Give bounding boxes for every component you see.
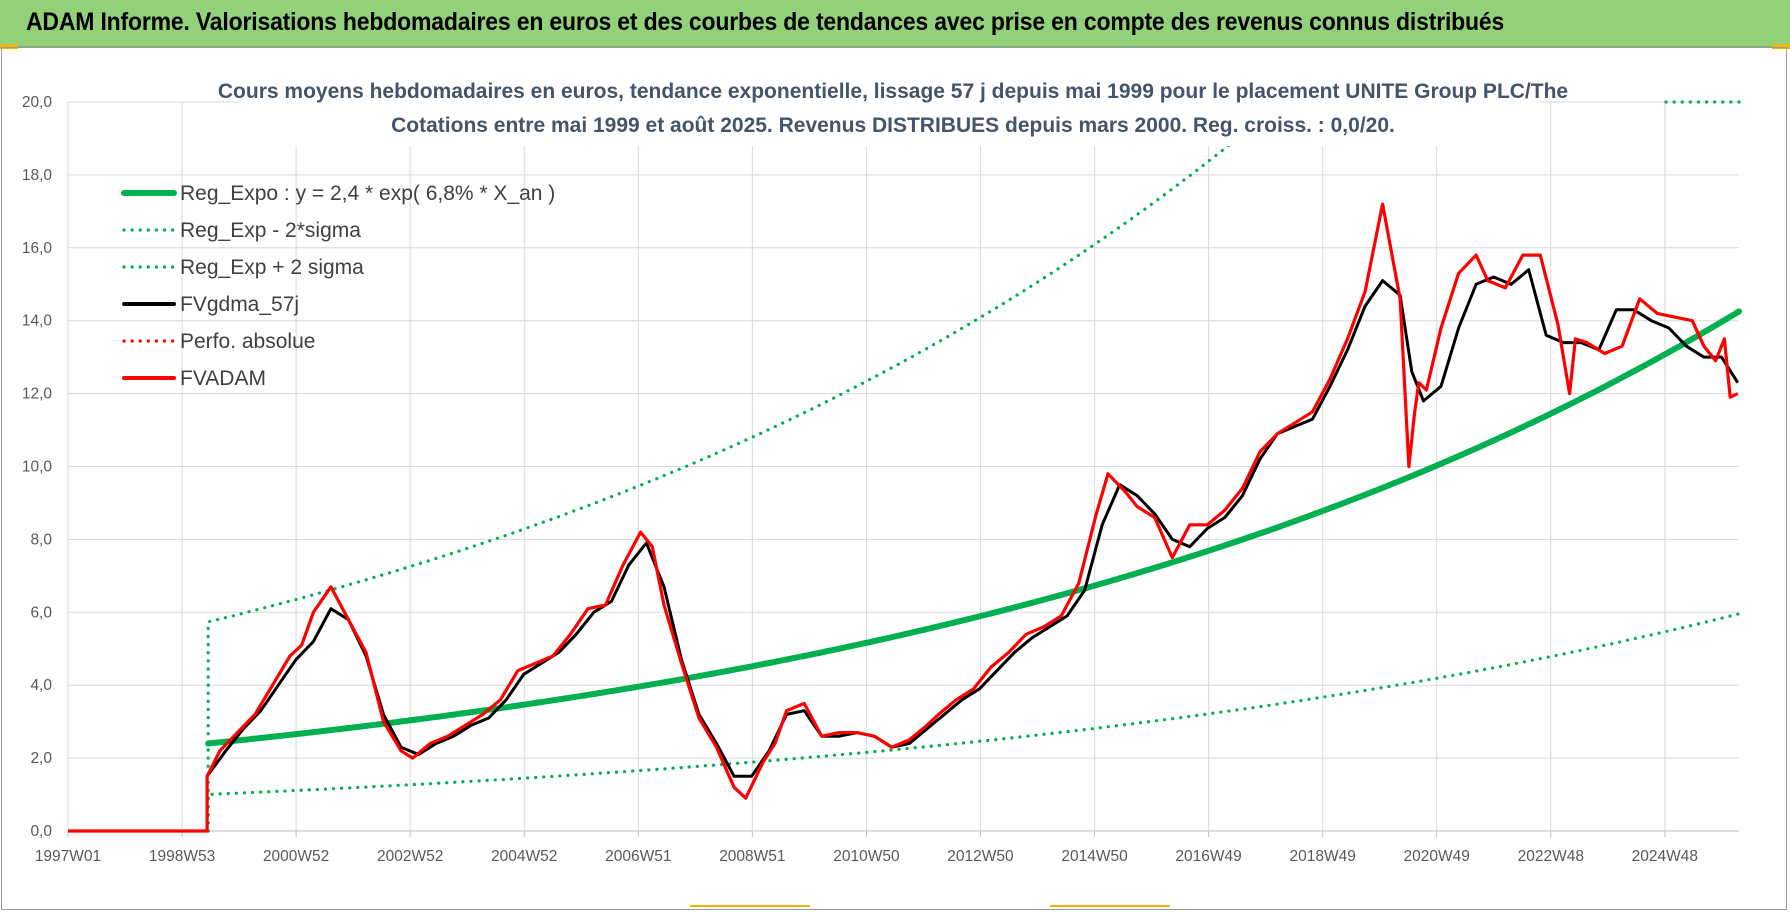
y-tick-label: 14,0 — [22, 313, 53, 330]
series-fvgdma-57j — [205, 268, 1740, 778]
x-tick-label: 2002W52 — [377, 848, 443, 865]
x-tick-label: 2020W49 — [1404, 848, 1470, 865]
legend: Reg_Expo : y = 2,4 * exp( 6,8% * X_an ) R… — [121, 182, 555, 390]
y-tick-label: 16,0 — [22, 240, 53, 257]
legend-label: FVADAM — [180, 367, 266, 390]
x-tick-label: 2022W48 — [1518, 848, 1584, 865]
x-tick-label: 1998W53 — [149, 848, 215, 865]
y-tick-label: 0,0 — [30, 823, 52, 840]
y-tick-label: 20,0 — [22, 94, 53, 111]
corner-accent-left — [0, 44, 18, 49]
x-tick-label: 2024W48 — [1632, 848, 1698, 865]
chart-title-line2: Cotations entre mai 1999 et août 2025. R… — [391, 114, 1395, 137]
x-axis-ticks: 1997W01 1998W53 2000W52 2002W52 2004W52 2006W… — [35, 848, 1698, 865]
x-tick-label: 2010W50 — [833, 848, 900, 865]
series-reg-exp-minus-2sigma — [206, 612, 1741, 833]
y-tick-label: 6,0 — [30, 604, 52, 621]
y-tick-label: 10,0 — [22, 459, 53, 476]
series-reg-expo — [205, 308, 1742, 747]
x-tick-label: 2004W52 — [491, 848, 557, 865]
y-axis-ticks: 0,0 2,0 4,0 6,0 8,0 10,0 12,0 14,0 16,0 18,0 20,0 — [22, 94, 53, 840]
page-title: ADAM Informe. Valorisations hebdomadaire… — [26, 8, 1505, 36]
y-tick-label: 2,0 — [30, 750, 52, 767]
legend-label: Reg_Exp + 2 sigma — [180, 256, 364, 279]
x-tick-label: 2008W51 — [719, 848, 785, 865]
bottom-accent-1 — [690, 905, 810, 907]
x-tick-label: 2018W49 — [1289, 848, 1355, 865]
y-tick-label: 18,0 — [22, 167, 53, 184]
series-layer — [68, 100, 1742, 833]
grid — [67, 101, 1739, 837]
bottom-accent-2 — [1050, 905, 1170, 907]
header-bar: ADAM Informe. Valorisations hebdomadaire… — [0, 0, 1790, 47]
y-tick-label: 12,0 — [22, 386, 53, 403]
x-tick-label: 2000W52 — [263, 848, 329, 865]
x-tick-label: 1997W01 — [35, 848, 101, 865]
corner-accent-right — [1772, 44, 1790, 49]
x-tick-label: 2006W51 — [605, 848, 671, 865]
y-tick-label: 4,0 — [30, 677, 52, 694]
chart-frame — [1, 47, 1787, 910]
chart-title-line1: Cours moyens hebdomadaires en euros, ten… — [218, 80, 1568, 103]
y-tick-label: 8,0 — [30, 531, 52, 548]
subtitle-background — [240, 74, 1540, 146]
legend-label: Perfo. absolue — [180, 330, 315, 353]
legend-label: FVgdma_57j — [180, 293, 299, 316]
legend-label: Reg_Expo : y = 2,4 * exp( 6,8% * X_an ) — [180, 182, 555, 205]
x-tick-label: 2016W49 — [1175, 848, 1241, 865]
series-reg-exp-plus-2sigma — [206, 137, 1239, 833]
x-tick-label: 2014W50 — [1061, 848, 1128, 865]
x-tick-label: 2012W50 — [947, 848, 1014, 865]
legend-label: Reg_Exp - 2*sigma — [180, 219, 361, 242]
series-fvadam — [68, 202, 1739, 833]
